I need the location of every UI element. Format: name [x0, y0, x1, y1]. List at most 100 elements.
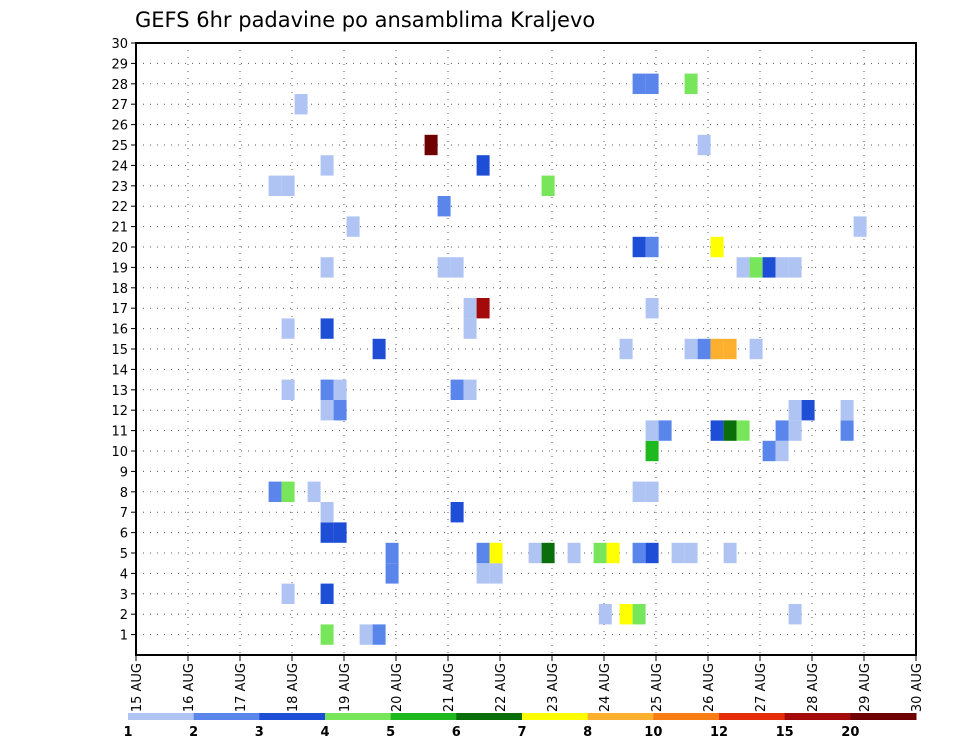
y-tick-label: 28	[111, 78, 128, 93]
precip-cell	[541, 542, 555, 564]
precip-cell	[749, 338, 763, 360]
y-tick-label: 12	[111, 404, 128, 419]
colorbar-swatch	[128, 713, 195, 720]
precip-cell	[489, 563, 503, 584]
grid-lines	[136, 43, 916, 655]
colorbar-swatch	[193, 713, 260, 720]
data-cells	[268, 73, 867, 645]
precip-cell	[320, 583, 334, 604]
y-tick-label: 22	[111, 200, 128, 215]
precip-cell	[463, 318, 477, 339]
plot-frame	[135, 42, 917, 656]
precip-cell	[598, 604, 612, 625]
precip-cell	[619, 604, 633, 625]
precip-cell	[567, 542, 581, 564]
precip-cell	[788, 400, 802, 421]
precip-cell	[632, 542, 646, 564]
precip-cell	[632, 73, 646, 94]
precip-cell	[294, 94, 308, 115]
y-tick-label: 16	[111, 323, 128, 338]
x-tick-label: 23 AUG	[546, 663, 561, 712]
precip-cell	[775, 257, 789, 278]
colorbar-label: 3	[255, 725, 264, 740]
precip-cell	[476, 563, 490, 584]
precip-cell	[645, 481, 659, 502]
x-tick-label: 26 AUG	[702, 663, 717, 712]
precip-cell	[645, 236, 659, 258]
precip-cell	[450, 502, 464, 523]
x-tick-label: 29 AUG	[858, 663, 873, 712]
precip-cell	[645, 440, 659, 462]
precip-cell	[645, 73, 659, 94]
precip-cell	[281, 318, 295, 339]
precip-cell	[606, 542, 620, 564]
precip-cell	[788, 604, 802, 625]
colorbar-label: 5	[386, 725, 395, 740]
y-tick-label: 14	[111, 363, 128, 378]
precip-cell	[346, 216, 360, 237]
colorbar-label: 6	[452, 725, 461, 740]
x-tick-label: 24 AUG	[598, 663, 613, 712]
colorbar-swatch	[587, 713, 654, 720]
y-tick-label: 11	[111, 425, 128, 440]
y-tick-label: 4	[120, 567, 128, 582]
colorbar-swatch	[390, 713, 457, 720]
precip-cell	[333, 522, 347, 543]
x-tick-label: 19 AUG	[338, 663, 353, 712]
precip-cell	[385, 563, 399, 584]
precip-cell	[372, 624, 386, 645]
precip-cell	[736, 420, 750, 441]
colorbar-swatch	[456, 713, 523, 720]
precip-cell	[528, 542, 542, 564]
precip-cell	[684, 542, 698, 564]
x-axis: 15 AUG 16 AUG 17 AUG 18 AUG 19 AUG 20 AUG 21 A…	[130, 655, 925, 712]
precip-cell	[684, 338, 698, 360]
precip-cell	[697, 134, 711, 156]
precip-cell	[437, 257, 451, 278]
precip-cell	[788, 257, 802, 278]
y-axis: 1234567891011121314151617181920212223242…	[111, 37, 136, 644]
colorbar-swatch	[522, 713, 589, 720]
precip-cell	[775, 440, 789, 462]
precip-cell	[697, 338, 711, 360]
x-tick-label: 17 AUG	[234, 663, 249, 712]
precip-cell	[359, 624, 373, 645]
precip-cell	[281, 583, 295, 604]
y-tick-label: 29	[111, 57, 128, 72]
x-tick-label: 27 AUG	[754, 663, 769, 712]
y-tick-label: 17	[111, 302, 128, 317]
precip-cell	[268, 175, 282, 196]
precip-cell	[320, 379, 334, 400]
y-tick-label: 10	[111, 445, 128, 460]
precip-cell	[320, 522, 334, 543]
colorbar-swatch	[259, 713, 326, 720]
precip-cell	[281, 175, 295, 196]
precip-cell	[723, 420, 737, 441]
precip-cell	[736, 257, 750, 278]
precip-cell	[450, 379, 464, 400]
precip-cell	[593, 542, 607, 564]
precip-cell	[268, 481, 282, 502]
y-tick-label: 6	[120, 527, 128, 542]
x-tick-label: 21 AUG	[442, 663, 457, 712]
precip-cell	[710, 236, 724, 258]
y-tick-label: 19	[111, 261, 128, 276]
colorbar-label: 4	[320, 725, 329, 740]
precip-cell	[320, 257, 334, 278]
precip-cell	[671, 542, 685, 564]
y-tick-label: 15	[111, 343, 128, 358]
precip-cell	[333, 400, 347, 421]
precip-cell	[437, 196, 451, 217]
precip-cell	[320, 400, 334, 421]
x-tick-label: 28 AUG	[806, 663, 821, 712]
precip-cell	[658, 420, 672, 441]
y-tick-label: 7	[120, 506, 128, 521]
x-tick-label: 20 AUG	[390, 663, 405, 712]
precip-cell	[840, 420, 854, 441]
x-tick-label: 18 AUG	[286, 663, 301, 712]
precip-cell	[801, 400, 815, 421]
precip-cell	[645, 420, 659, 441]
precip-cell	[632, 604, 646, 625]
colorbar-label: 8	[583, 725, 592, 740]
precip-cell	[385, 542, 399, 564]
